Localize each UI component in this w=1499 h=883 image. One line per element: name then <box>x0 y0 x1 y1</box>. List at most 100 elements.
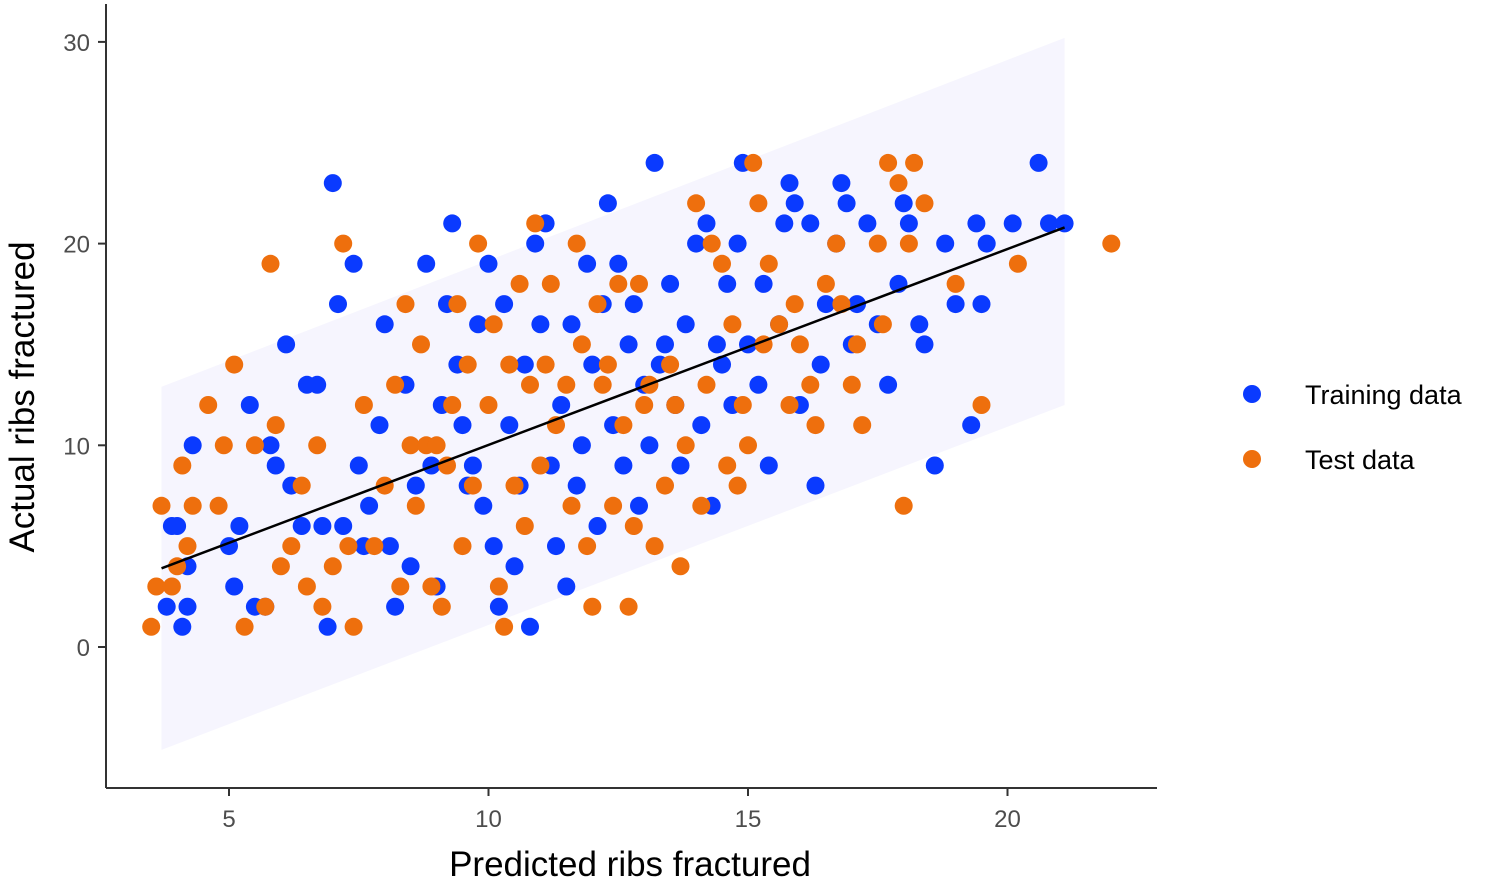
test-data-point <box>713 254 731 273</box>
test-data-point <box>422 577 441 596</box>
test-data-point <box>365 537 384 556</box>
test-data-point <box>463 476 482 495</box>
test-data-point <box>266 416 285 435</box>
x-tick-label: 5 <box>222 806 235 833</box>
training-data-point <box>697 214 716 233</box>
training-data-point <box>162 517 181 535</box>
training-data-point <box>806 476 825 495</box>
training-data-point <box>609 254 628 273</box>
test-data-point <box>946 274 965 293</box>
test-data-point <box>630 274 648 293</box>
training-data-point <box>832 174 851 193</box>
test-data-point <box>687 194 706 213</box>
training-data-point <box>785 194 804 213</box>
x-tick-label: 10 <box>475 806 502 833</box>
training-data-point <box>344 254 363 273</box>
test-data-point <box>666 396 685 414</box>
test-data-point <box>614 416 633 435</box>
training-data-point <box>1040 214 1058 233</box>
test-data-point <box>567 234 586 253</box>
test-data-point <box>479 396 498 414</box>
x-tick-label: 15 <box>735 806 762 833</box>
training-data-point <box>323 174 342 193</box>
training-data-point <box>837 194 856 213</box>
training-data-point <box>967 214 986 233</box>
training-data-point <box>157 597 176 616</box>
axes: 5 10 15 20 0 10 20 30 <box>63 4 1157 833</box>
test-data-point <box>578 537 597 556</box>
test-data-point <box>235 617 254 636</box>
legend-key-test <box>1243 450 1261 468</box>
test-data-point <box>256 597 275 616</box>
test-data-point <box>645 537 664 556</box>
training-data-point <box>360 496 379 515</box>
legend: Training data Test data <box>1243 380 1463 475</box>
training-data-point <box>526 234 545 253</box>
training-data-point <box>292 517 311 535</box>
legend-label-test: Test data <box>1305 445 1416 475</box>
test-data-point <box>676 436 695 455</box>
test-data-point <box>245 436 264 455</box>
training-data-point <box>977 234 996 253</box>
training-data-point <box>780 174 799 193</box>
test-data-point <box>562 496 581 515</box>
test-data-point <box>899 234 918 253</box>
test-data-point <box>469 234 488 253</box>
training-data-point <box>308 375 327 394</box>
training-data-point <box>178 597 197 616</box>
training-data-point <box>759 456 778 475</box>
test-data-point <box>588 295 607 314</box>
training-data-point <box>749 375 768 394</box>
test-data-point <box>604 496 623 515</box>
training-data-point <box>521 617 539 636</box>
training-data-point <box>474 496 493 515</box>
test-data-point <box>401 436 420 455</box>
training-data-point <box>671 456 690 475</box>
test-data-point <box>495 617 514 636</box>
test-data-point <box>541 274 560 293</box>
test-data-point <box>848 335 866 354</box>
series-test <box>142 153 1121 636</box>
test-data-point <box>759 254 778 273</box>
test-data-point <box>334 234 353 253</box>
training-data-point <box>858 214 877 233</box>
test-data-point <box>656 476 674 495</box>
training-data-point <box>915 335 934 354</box>
training-data-point <box>630 496 648 515</box>
training-data-point <box>240 396 259 414</box>
test-data-point <box>515 517 534 535</box>
training-data-point <box>552 396 571 414</box>
training-data-point <box>266 456 285 475</box>
training-data-point <box>479 254 498 273</box>
training-data-point <box>879 375 898 394</box>
training-data-point <box>183 436 202 455</box>
training-data-point <box>910 315 929 334</box>
test-data-point <box>536 355 555 374</box>
prediction-band <box>161 37 1065 750</box>
test-data-point <box>868 234 887 253</box>
training-data-point <box>578 254 597 273</box>
training-data-point <box>811 355 830 374</box>
training-data-point <box>640 436 659 455</box>
training-data-point <box>894 194 913 213</box>
x-axis-title: Predicted ribs fractured <box>449 845 811 883</box>
test-data-point <box>671 557 690 576</box>
training-data-point <box>531 315 550 334</box>
training-data-point <box>656 335 674 354</box>
test-data-point <box>739 436 757 455</box>
test-data-point <box>827 234 846 253</box>
test-data-point <box>661 355 680 374</box>
test-data-point <box>790 335 809 354</box>
test-data-point <box>619 597 638 616</box>
y-tick-label: 20 <box>63 232 90 259</box>
training-data-point <box>567 476 586 495</box>
test-data-point <box>770 315 789 334</box>
training-data-point <box>230 517 249 535</box>
test-data-point <box>209 496 228 515</box>
test-data-point <box>521 375 539 394</box>
test-data-point <box>500 355 519 374</box>
training-data-point <box>1029 153 1048 172</box>
test-data-point <box>489 577 508 596</box>
training-data-point <box>598 194 617 213</box>
test-data-point <box>598 355 617 374</box>
